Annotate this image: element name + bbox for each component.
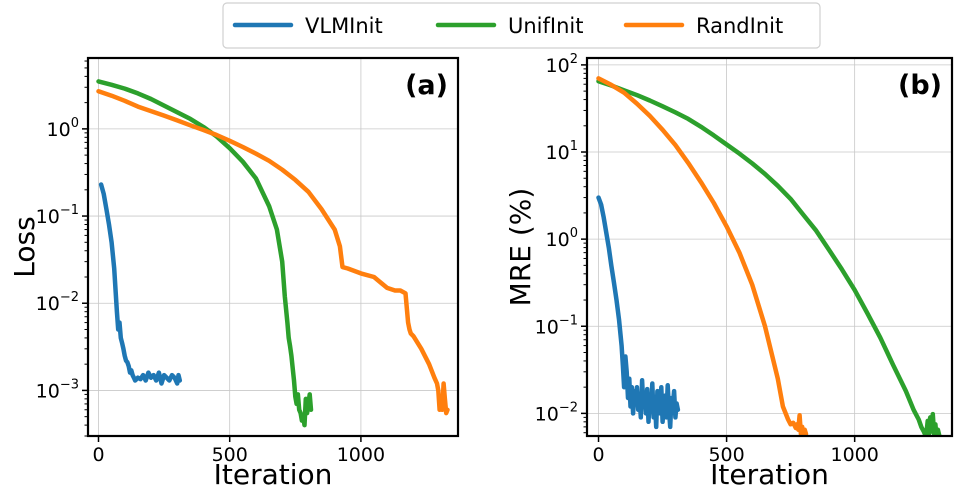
plot-frame <box>585 56 954 438</box>
series-randinit <box>96 89 450 416</box>
y-tick-label: 10−1 <box>36 203 79 228</box>
series-unifinit <box>96 79 314 428</box>
legend-box <box>222 2 821 49</box>
x-axis-label: Iteration <box>710 458 829 491</box>
y-tick-label: 102 <box>546 52 578 77</box>
series-vlminit <box>596 195 681 430</box>
panel-label: (b) <box>898 70 942 101</box>
x-tick-label: 500 <box>708 444 744 466</box>
plot-frame <box>86 56 460 438</box>
y-tick-label: 100 <box>546 226 578 251</box>
y-tick-label: 101 <box>546 139 578 164</box>
legend-label-unifinit: UnifInit <box>508 14 583 38</box>
series-vlminit <box>98 182 183 386</box>
x-tick-label: 500 <box>212 444 248 466</box>
series-randinit <box>596 76 809 436</box>
legend: VLMInit UnifInit RandInit <box>222 2 821 49</box>
panel-a: 0 500 1000 100 10−1 10−2 10−3 Iteration Loss (a) <box>8 56 460 491</box>
x-axis-label: Iteration <box>214 458 333 491</box>
panel-label: (a) <box>405 70 448 101</box>
y-axis-label: MRE (%) <box>504 188 537 307</box>
y-tick-label: 10−3 <box>36 377 79 402</box>
y-tick-label: 10−2 <box>535 400 578 425</box>
series-unifinit <box>596 78 942 436</box>
y-tick-label: 100 <box>47 116 79 141</box>
x-tick-label: 1000 <box>337 444 385 466</box>
panel-b: 0 500 1000 102 101 100 10−1 10−2 Iteration MRE (%… <box>504 52 954 491</box>
legend-label-randinit: RandInit <box>696 14 783 38</box>
legend-label-vlminit: VLMInit <box>305 14 383 38</box>
y-tick-label: 10−2 <box>36 290 79 315</box>
x-tick-label: 0 <box>592 444 604 466</box>
x-tick-label: 0 <box>92 444 104 466</box>
y-tick-label: 10−1 <box>535 313 578 338</box>
y-axis-label: Loss <box>8 216 41 277</box>
x-tick-label: 1000 <box>830 444 878 466</box>
